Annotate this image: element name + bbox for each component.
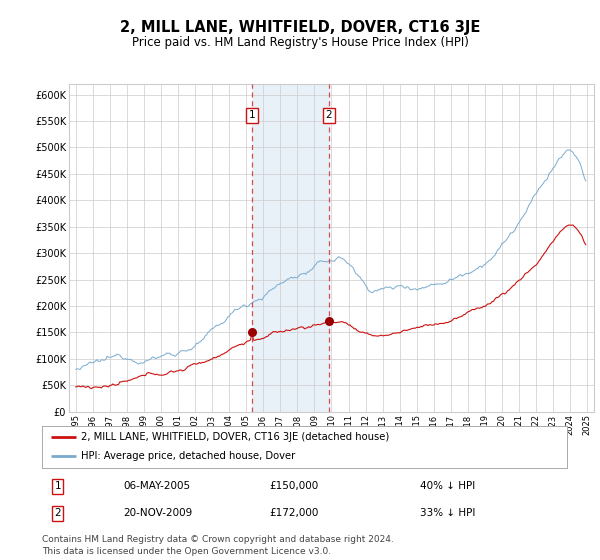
Text: Price paid vs. HM Land Registry's House Price Index (HPI): Price paid vs. HM Land Registry's House … [131,36,469,49]
Text: 33% ↓ HPI: 33% ↓ HPI [420,508,475,519]
Text: £172,000: £172,000 [269,508,319,519]
Text: 2, MILL LANE, WHITFIELD, DOVER, CT16 3JE: 2, MILL LANE, WHITFIELD, DOVER, CT16 3JE [120,20,480,35]
Text: 06-MAY-2005: 06-MAY-2005 [124,481,191,491]
Text: 1: 1 [248,110,255,120]
Text: 40% ↓ HPI: 40% ↓ HPI [420,481,475,491]
Text: £150,000: £150,000 [269,481,319,491]
Text: 2: 2 [325,110,332,120]
Text: Contains HM Land Registry data © Crown copyright and database right 2024.
This d: Contains HM Land Registry data © Crown c… [42,535,394,556]
Text: 2: 2 [55,508,61,519]
Text: HPI: Average price, detached house, Dover: HPI: Average price, detached house, Dove… [82,451,296,461]
Text: 1: 1 [55,481,61,491]
Text: 2, MILL LANE, WHITFIELD, DOVER, CT16 3JE (detached house): 2, MILL LANE, WHITFIELD, DOVER, CT16 3JE… [82,432,389,442]
Text: 20-NOV-2009: 20-NOV-2009 [124,508,193,519]
Bar [252,84,329,412]
